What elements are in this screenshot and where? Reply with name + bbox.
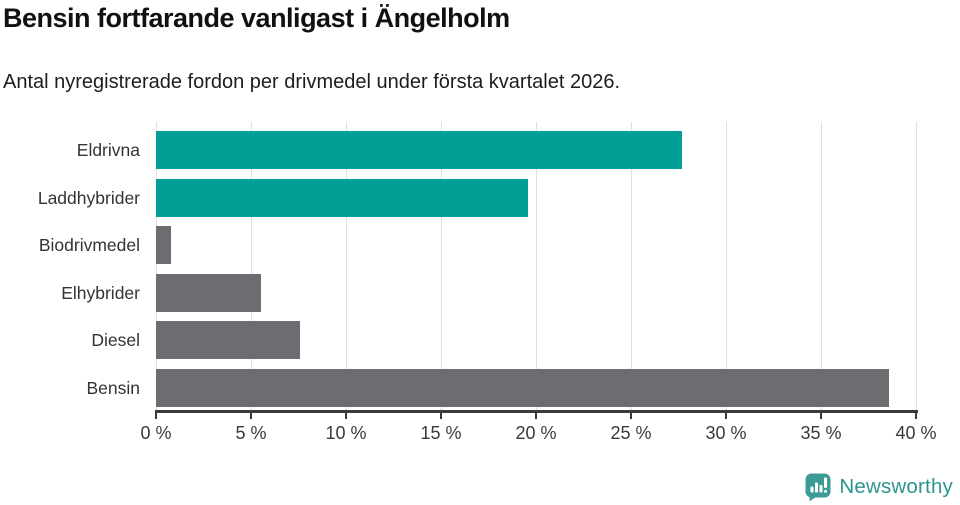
gridline xyxy=(916,122,917,411)
x-axis-tick-label: 30 % xyxy=(705,423,747,443)
plot-area xyxy=(156,122,917,411)
x-axis-tick-label: 5 % xyxy=(235,423,267,443)
gridline xyxy=(156,122,157,411)
bar-laddhybrider xyxy=(156,178,529,217)
x-axis-tick xyxy=(820,413,822,419)
category-label: Diesel xyxy=(91,330,140,351)
x-axis-tick-label: 10 % xyxy=(325,423,367,443)
x-axis-tick xyxy=(535,413,537,419)
bar-diesel xyxy=(156,321,301,360)
x-axis-tick xyxy=(915,413,917,419)
bar-chart: Eldrivna Laddhybrider Biodrivmedel Elhybrid… xyxy=(0,122,960,462)
x-axis-tick-label: 20 % xyxy=(515,423,557,443)
chart-title: Bensin fortfarande vanligast i Ängelholm xyxy=(3,3,510,33)
x-axis-tick xyxy=(725,413,727,419)
gridline xyxy=(821,122,822,411)
bar-bensin xyxy=(156,369,890,407)
category-label: Laddhybrider xyxy=(37,187,140,208)
category-label: Biodrivmedel xyxy=(38,235,140,256)
category-label: Elhybrider xyxy=(61,282,140,303)
newsworthy-logo: Newsworthy xyxy=(805,472,953,502)
x-axis-tick xyxy=(345,413,347,419)
bar-eldrivna xyxy=(156,131,683,169)
x-axis-tick xyxy=(630,413,632,419)
gridline xyxy=(726,122,727,411)
bar-elhybrider xyxy=(156,273,261,312)
chart-subtitle: Antal nyregistrerade fordon per drivmede… xyxy=(3,71,621,93)
x-axis-tick xyxy=(250,413,252,419)
gridline xyxy=(441,122,442,411)
category-label: Bensin xyxy=(86,378,140,398)
bar-biodrivmedel xyxy=(156,226,172,265)
gridline xyxy=(346,122,347,411)
x-axis-tick-label: 35 % xyxy=(800,423,842,443)
gridline xyxy=(251,122,252,411)
x-axis-tick-label: 0 % xyxy=(140,423,172,443)
x-axis-tick xyxy=(155,413,157,419)
gridline xyxy=(631,122,632,411)
x-axis-tick-label: 25 % xyxy=(610,423,652,443)
x-axis-tick-label: 40 % xyxy=(895,423,937,443)
category-label: Eldrivna xyxy=(76,140,140,160)
x-axis-tick xyxy=(440,413,442,419)
x-axis-line xyxy=(155,410,918,413)
x-axis-tick-label: 15 % xyxy=(420,423,462,443)
bar-chart-speech-bubble-icon xyxy=(805,473,831,501)
gridline xyxy=(536,122,537,411)
newsworthy-logo-text: Newsworthy xyxy=(839,475,953,498)
